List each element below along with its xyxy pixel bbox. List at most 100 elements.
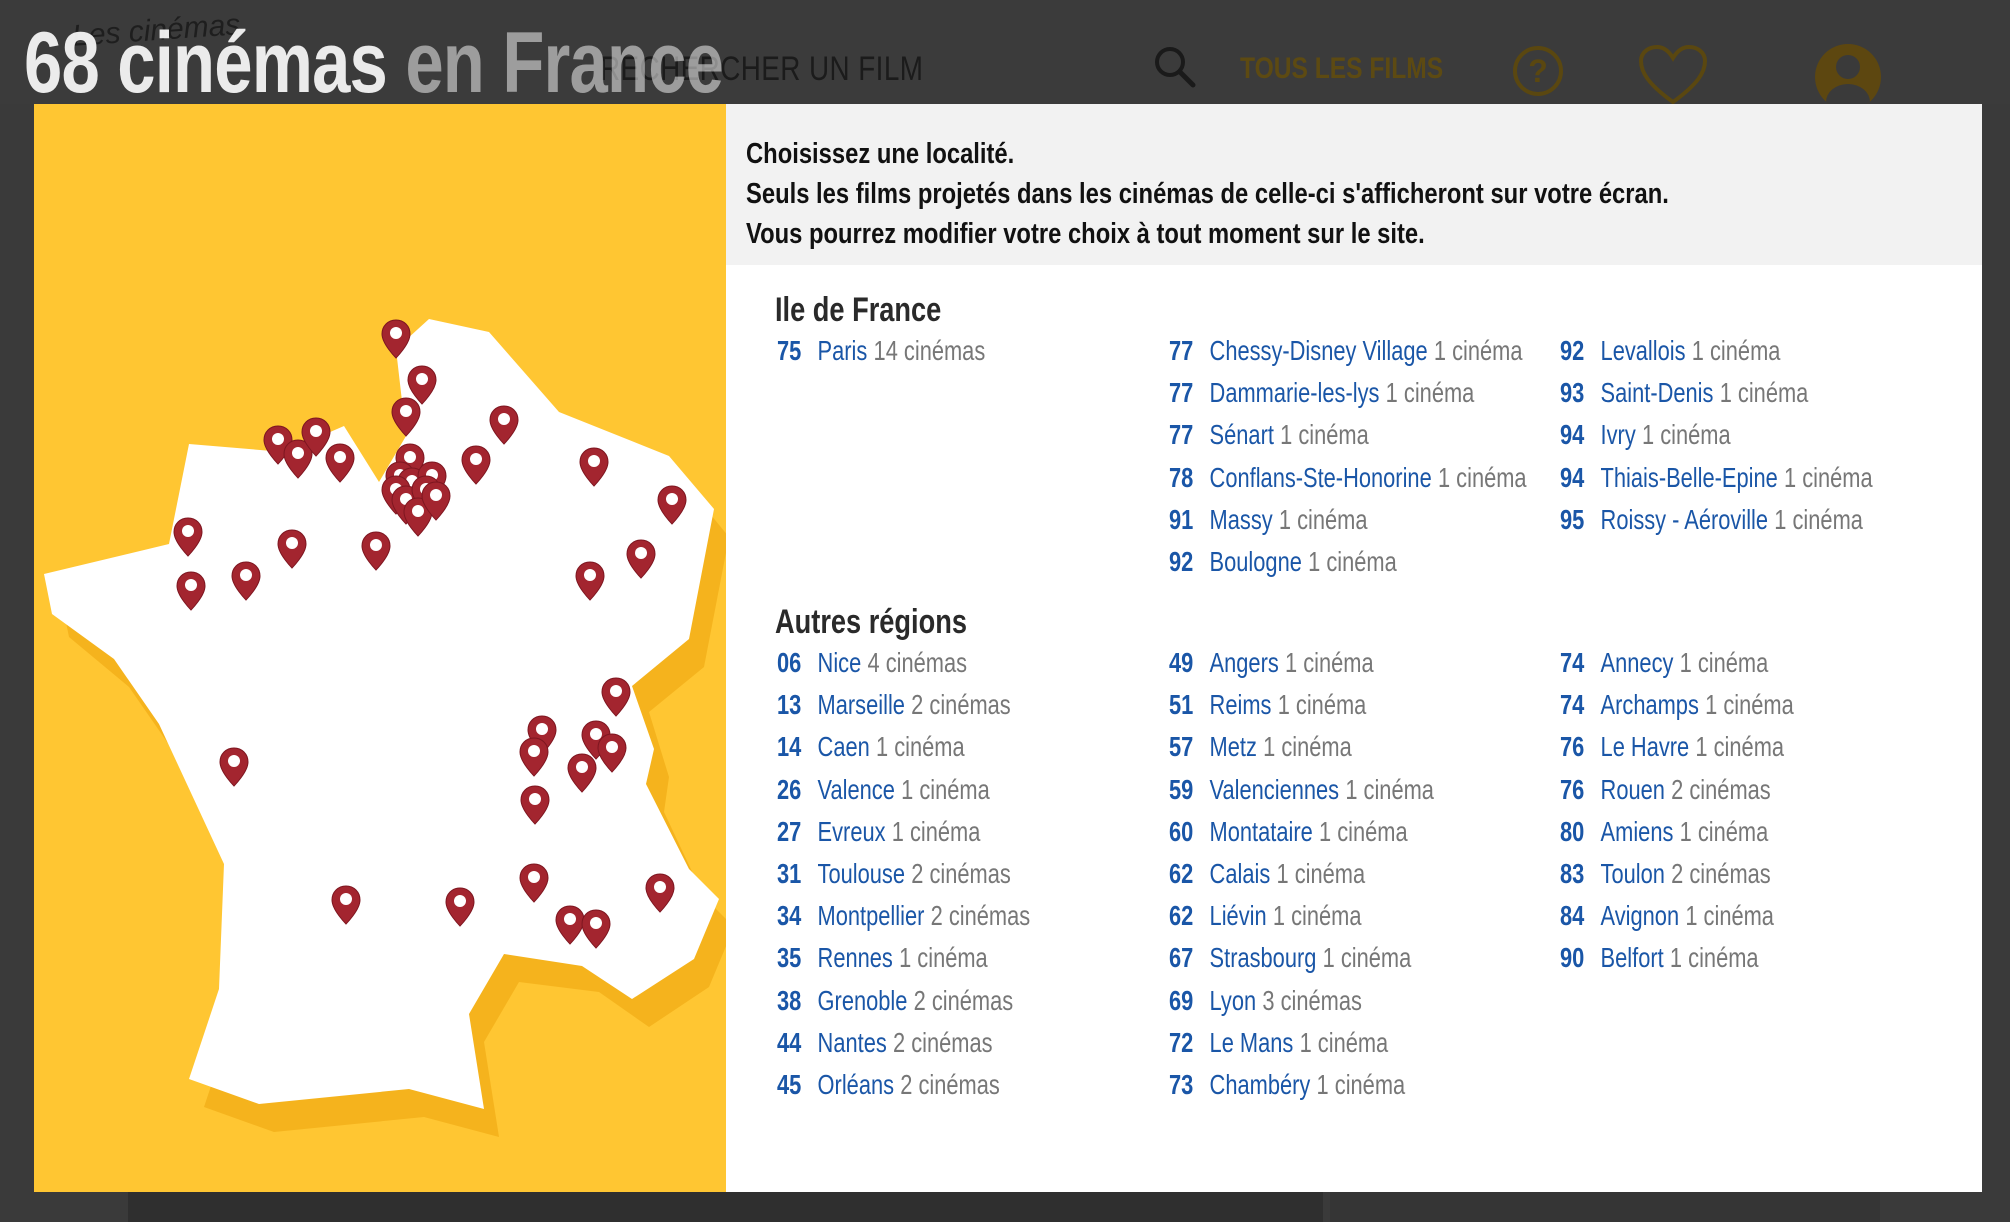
locality-link[interactable]: 51 Reims 1 cinéma bbox=[1169, 685, 1366, 725]
location-pin-icon[interactable] bbox=[361, 531, 391, 571]
location-pin-icon[interactable] bbox=[403, 497, 433, 537]
location-pin-icon[interactable] bbox=[581, 909, 611, 949]
department-code: 35 bbox=[777, 942, 802, 974]
locality-link[interactable]: 77 Chessy-Disney Village 1 cinéma bbox=[1169, 331, 1523, 371]
location-pin-icon[interactable] bbox=[325, 443, 355, 483]
locality-link[interactable]: 31 Toulouse 2 cinémas bbox=[777, 854, 1011, 894]
location-pin-icon[interactable] bbox=[219, 747, 249, 787]
intro-line: Seuls les films projetés dans les cinéma… bbox=[746, 178, 1669, 210]
location-pin-icon[interactable] bbox=[567, 753, 597, 793]
france-shape bbox=[44, 319, 719, 1109]
locality-link[interactable]: 92 Levallois 1 cinéma bbox=[1560, 331, 1780, 371]
location-pin-icon[interactable] bbox=[381, 319, 411, 359]
city-name: Le Havre bbox=[1600, 731, 1690, 763]
location-pin-icon[interactable] bbox=[421, 481, 451, 521]
locality-link[interactable]: 74 Archamps 1 cinéma bbox=[1560, 685, 1794, 725]
location-pin-icon[interactable] bbox=[601, 677, 631, 717]
location-pin-icon[interactable] bbox=[407, 365, 437, 405]
all-films-link[interactable]: TOUS LES FILMS bbox=[1240, 52, 1444, 85]
locality-link[interactable]: 95 Roissy - Aéroville 1 cinéma bbox=[1560, 500, 1863, 540]
locality-link[interactable]: 78 Conflans-Ste-Honorine 1 cinéma bbox=[1169, 458, 1527, 498]
location-pin-icon[interactable] bbox=[575, 561, 605, 601]
locality-link[interactable]: 75 Paris 14 cinémas bbox=[777, 331, 985, 371]
location-pin-icon[interactable] bbox=[331, 885, 361, 925]
location-pin-icon[interactable] bbox=[283, 439, 313, 479]
location-pin-icon[interactable] bbox=[519, 737, 549, 777]
department-code: 77 bbox=[1169, 419, 1194, 451]
city-name: Dammarie-les-lys bbox=[1209, 377, 1380, 409]
locality-link[interactable]: 84 Avignon 1 cinéma bbox=[1560, 896, 1774, 936]
search-icon[interactable] bbox=[1153, 45, 1197, 94]
locality-link[interactable]: 14 Caen 1 cinéma bbox=[777, 727, 965, 767]
cinema-count-label: 2 cinémas bbox=[1671, 858, 1771, 889]
locality-link[interactable]: 74 Annecy 1 cinéma bbox=[1560, 643, 1768, 683]
location-pin-icon[interactable] bbox=[489, 405, 519, 445]
section-title: Autres régions bbox=[775, 603, 967, 641]
city-name: Angers bbox=[1209, 647, 1279, 678]
locality-link[interactable]: 80 Amiens 1 cinéma bbox=[1560, 812, 1768, 852]
locality-link[interactable]: 93 Saint-Denis 1 cinéma bbox=[1560, 373, 1808, 413]
locality-link[interactable]: 38 Grenoble 2 cinémas bbox=[777, 981, 1013, 1021]
locality-link[interactable]: 45 Orléans 2 cinémas bbox=[777, 1065, 1000, 1105]
locality-link[interactable]: 34 Montpellier 2 cinémas bbox=[777, 896, 1030, 936]
location-pin-icon[interactable] bbox=[301, 417, 331, 457]
cinema-count-label: 1 cinéma bbox=[1691, 335, 1781, 366]
location-pin-icon[interactable] bbox=[176, 571, 206, 611]
location-pin-icon[interactable] bbox=[461, 445, 491, 485]
locality-link[interactable]: 92 Boulogne 1 cinéma bbox=[1169, 542, 1397, 582]
cinema-count-label: 1 cinéma bbox=[1345, 773, 1434, 805]
locality-link[interactable]: 76 Rouen 2 cinémas bbox=[1560, 770, 1771, 810]
location-pin-icon[interactable] bbox=[626, 539, 656, 579]
locality-link[interactable]: 49 Angers 1 cinéma bbox=[1169, 643, 1374, 683]
intro-line: Choisissez une localité. bbox=[746, 138, 1015, 170]
locality-link[interactable]: 94 Thiais-Belle-Epine 1 cinéma bbox=[1560, 458, 1873, 498]
locality-link[interactable]: 59 Valenciennes 1 cinéma bbox=[1169, 770, 1434, 810]
locality-link[interactable]: 27 Evreux 1 cinéma bbox=[777, 812, 980, 852]
location-pin-icon[interactable] bbox=[519, 863, 549, 903]
locality-link[interactable]: 69 Lyon 3 cinémas bbox=[1169, 981, 1362, 1021]
locality-link[interactable]: 57 Metz 1 cinéma bbox=[1169, 727, 1352, 767]
help-icon[interactable]: ? bbox=[1513, 46, 1563, 96]
locality-link[interactable]: 90 Belfort 1 cinéma bbox=[1560, 938, 1759, 978]
locality-link[interactable]: 06 Nice 4 cinémas bbox=[777, 643, 967, 683]
locality-link[interactable]: 76 Le Havre 1 cinéma bbox=[1560, 727, 1784, 767]
location-pin-icon[interactable] bbox=[520, 785, 550, 825]
department-code: 57 bbox=[1169, 731, 1194, 763]
locality-link[interactable]: 91 Massy 1 cinéma bbox=[1169, 500, 1368, 540]
city-name: Grenoble bbox=[817, 984, 908, 1016]
cinema-count-label: 2 cinémas bbox=[913, 984, 1014, 1016]
location-pin-icon[interactable] bbox=[579, 447, 609, 487]
heart-icon[interactable] bbox=[1638, 44, 1708, 111]
cinema-count-label: 1 cinéma bbox=[876, 731, 965, 763]
user-icon[interactable] bbox=[1815, 44, 1881, 110]
search-film-link[interactable]: RECHERCHER UN FILM bbox=[600, 50, 924, 88]
city-name: Belfort bbox=[1600, 942, 1664, 974]
locality-link[interactable]: 77 Dammarie-les-lys 1 cinéma bbox=[1169, 373, 1474, 413]
location-pin-icon[interactable] bbox=[657, 485, 687, 525]
locality-link[interactable]: 94 Ivry 1 cinéma bbox=[1560, 415, 1731, 455]
locality-link[interactable]: 77 Sénart 1 cinéma bbox=[1169, 415, 1369, 455]
locality-link[interactable]: 44 Nantes 2 cinémas bbox=[777, 1023, 993, 1063]
location-pin-icon[interactable] bbox=[173, 517, 203, 557]
cinema-count-label: 4 cinémas bbox=[867, 647, 968, 678]
location-pin-icon[interactable] bbox=[645, 873, 675, 913]
location-pin-icon[interactable] bbox=[597, 733, 627, 773]
department-code: 94 bbox=[1560, 461, 1585, 493]
location-pin-icon[interactable] bbox=[391, 397, 421, 437]
locality-link[interactable]: 35 Rennes 1 cinéma bbox=[777, 938, 988, 978]
locality-link[interactable]: 62 Calais 1 cinéma bbox=[1169, 854, 1365, 894]
department-code: 67 bbox=[1169, 942, 1194, 974]
locality-link[interactable]: 13 Marseille 2 cinémas bbox=[777, 685, 1011, 725]
location-pin-icon[interactable] bbox=[231, 561, 261, 601]
locality-link[interactable]: 60 Montataire 1 cinéma bbox=[1169, 812, 1408, 852]
city-name: Toulouse bbox=[817, 858, 905, 889]
locality-link[interactable]: 83 Toulon 2 cinémas bbox=[1560, 854, 1771, 894]
location-pin-icon[interactable] bbox=[277, 529, 307, 569]
locality-link[interactable]: 72 Le Mans 1 cinéma bbox=[1169, 1023, 1388, 1063]
locality-link[interactable]: 67 Strasbourg 1 cinéma bbox=[1169, 938, 1411, 978]
location-pin-icon[interactable] bbox=[445, 887, 475, 927]
locality-link[interactable]: 62 Liévin 1 cinéma bbox=[1169, 896, 1362, 936]
locality-link[interactable]: 26 Valence 1 cinéma bbox=[777, 770, 990, 810]
location-pin-icon[interactable] bbox=[555, 905, 585, 945]
locality-link[interactable]: 73 Chambéry 1 cinéma bbox=[1169, 1065, 1405, 1105]
